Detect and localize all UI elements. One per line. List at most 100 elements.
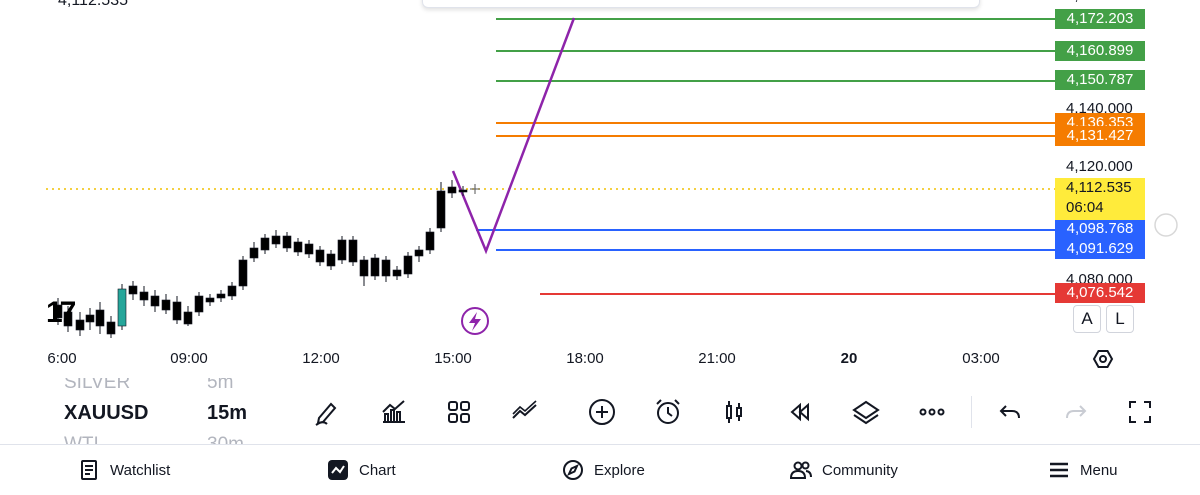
nav-explore-label: Explore — [594, 461, 645, 479]
nav-menu-label: Menu — [1080, 461, 1118, 479]
auto-scale-button[interactable]: A — [1073, 305, 1101, 333]
projection-path — [451, 17, 576, 255]
log-scale-button[interactable]: L — [1106, 305, 1134, 333]
nav-menu[interactable]: Menu — [1048, 456, 1118, 484]
candle — [249, 247, 259, 259]
tv-logo: 17 — [46, 296, 76, 329]
nav-chart[interactable]: Chart — [327, 456, 396, 484]
undo-icon[interactable] — [994, 396, 1026, 428]
add-icon[interactable] — [586, 396, 618, 428]
candle — [381, 259, 391, 277]
nav-chart-label: Chart — [359, 461, 396, 479]
time-label: 6:00 — [47, 350, 77, 367]
candle — [425, 231, 435, 251]
symbol-current[interactable]: XAUUSD 15m — [64, 402, 247, 425]
candle — [161, 299, 171, 311]
time-label-day: 20 — [840, 350, 858, 367]
candle — [315, 249, 325, 263]
edge-circle-icon — [1154, 213, 1178, 237]
candle — [282, 235, 292, 249]
top-left-value: 4,112.535 — [58, 0, 128, 9]
candle — [392, 269, 402, 277]
time-label: 09:00 — [170, 350, 208, 367]
floating-panel-edge — [422, 0, 980, 8]
candle — [117, 288, 127, 327]
lightning-event-icon — [461, 307, 489, 335]
symbol-switcher[interactable]: SILVER 5m XAUUSD 15m WTI 30m — [46, 378, 296, 444]
price-tag-entry[interactable]: 4,091.629 — [1055, 239, 1145, 259]
layers-icon[interactable] — [850, 396, 882, 428]
candle — [359, 259, 369, 277]
candle — [172, 301, 182, 321]
price-tag-stop-loss[interactable]: 4,076.542 — [1055, 283, 1145, 303]
price-tag-level[interactable]: 4,131.427 — [1055, 126, 1145, 146]
more-icon[interactable] — [916, 396, 948, 428]
candle — [75, 319, 85, 331]
symbol-next[interactable]: WTI 30m — [64, 434, 244, 444]
candle — [95, 309, 105, 327]
candle — [238, 259, 248, 287]
symbol-current-name: XAUUSD — [64, 402, 149, 424]
time-label: 21:00 — [698, 350, 736, 367]
candle — [271, 235, 281, 245]
symbol-current-interval: 15m — [207, 402, 248, 424]
community-icon — [790, 461, 812, 479]
price-axis-label-faded: 4,140.000 — [1066, 100, 1133, 117]
candle — [337, 239, 347, 261]
indicators-icon[interactable] — [377, 396, 409, 428]
crosshair-marker — [470, 184, 480, 194]
price-tag-take-profit[interactable]: 4,172.203 — [1055, 9, 1145, 29]
candles-icon[interactable] — [718, 396, 750, 428]
symbol-next-name: WTI — [64, 434, 99, 444]
chart-area[interactable]: 4,112.535 17 — [0, 0, 1200, 380]
price-chart[interactable] — [0, 0, 1200, 380]
chart-icon — [328, 460, 348, 480]
candle-countdown: 06:04 — [1066, 199, 1104, 216]
candle — [183, 311, 193, 325]
current-price-value: 4,112.535 — [1066, 179, 1132, 196]
alert-clock-icon[interactable] — [652, 396, 684, 428]
price-axis-label: 4,120.000 — [1066, 158, 1133, 175]
candle — [348, 239, 358, 263]
compare-icon[interactable] — [509, 396, 541, 428]
hamburger-icon — [1050, 462, 1068, 478]
drawing-pen-icon[interactable] — [311, 396, 343, 428]
candle — [227, 285, 237, 297]
templates-icon[interactable] — [443, 396, 475, 428]
redo-icon[interactable] — [1060, 396, 1092, 428]
price-tag-entry[interactable]: 4,098.768 — [1055, 219, 1145, 239]
price-tag-take-profit[interactable]: 4,160.899 — [1055, 41, 1145, 61]
current-price-tag: 4,112.535 06:04 — [1055, 178, 1145, 220]
candle — [85, 314, 95, 323]
candle — [403, 255, 413, 275]
time-label: 15:00 — [434, 350, 472, 367]
candle — [194, 295, 204, 313]
bottom-nav — [0, 444, 1200, 495]
candle — [128, 285, 138, 295]
candle — [414, 249, 424, 257]
symbol-prev[interactable]: SILVER 5m — [64, 378, 233, 394]
candle — [260, 237, 270, 251]
nav-explore[interactable]: Explore — [562, 456, 645, 484]
candle — [53, 304, 63, 319]
watchlist-icon — [81, 460, 97, 480]
time-label: 18:00 — [566, 350, 604, 367]
nav-watchlist[interactable]: Watchlist — [78, 456, 170, 484]
candle — [370, 257, 380, 277]
nav-community[interactable]: Community — [790, 456, 898, 484]
time-label: 12:00 — [302, 350, 340, 367]
symbol-prev-interval: 5m — [207, 378, 234, 393]
compass-icon — [563, 460, 583, 480]
candle — [106, 321, 116, 335]
price-tag-take-profit[interactable]: 4,150.787 — [1055, 70, 1145, 90]
fullscreen-icon[interactable] — [1124, 396, 1156, 428]
candle — [458, 189, 468, 193]
price-axis-label-faded: 4,180.000 — [1066, 0, 1133, 4]
toolbar-divider — [971, 396, 972, 428]
symbol-prev-name: SILVER — [64, 378, 131, 393]
replay-icon[interactable] — [784, 396, 816, 428]
candle — [436, 190, 446, 229]
symbol-next-interval: 30m — [207, 434, 244, 444]
nav-watchlist-label: Watchlist — [110, 461, 171, 479]
candles-group — [53, 180, 468, 338]
